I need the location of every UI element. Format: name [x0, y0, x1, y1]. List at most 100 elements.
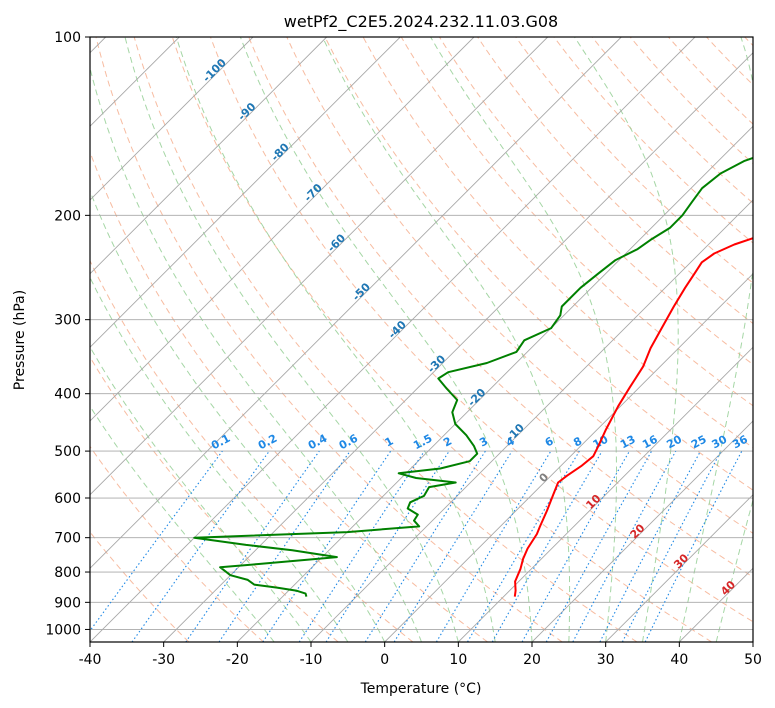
mixing-ratio-label: 1.5: [411, 432, 434, 453]
isotherm-line: [163, 52, 753, 642]
mixing-ratio-label: 0.1: [209, 432, 232, 453]
dry-adiabat: [706, 37, 753, 86]
isotherm-line: [90, 37, 475, 422]
x-tick-label: 30: [597, 652, 615, 668]
line-labels: 0.1 0.2 0.4 0.6 1 1.5 2 3 4 6 8 10 13 16 20 25 30 36-100-…: [200, 56, 750, 598]
dry-adiabat: [210, 37, 753, 623]
mixing-ratio-line: [545, 450, 653, 642]
moist-adiabat: [322, 37, 571, 642]
x-tick-label: -30: [152, 652, 175, 668]
isotherm-line: [90, 37, 401, 348]
dry-adiabat: [90, 259, 414, 642]
dry-adiabat: [400, 37, 753, 407]
mixing-ratio-label: 8: [571, 434, 584, 449]
mixing-ratio-line: [262, 450, 392, 642]
mixing-ratio-label: 3: [477, 434, 490, 449]
isotherm-line: [678, 567, 753, 642]
x-tick-label: 10: [449, 652, 467, 668]
mixing-ratio-label: 30: [710, 433, 730, 452]
isotherm-line: [90, 37, 622, 569]
dry-adiabat: [90, 150, 488, 642]
y-tick-label: 600: [54, 491, 81, 507]
mixing-ratio-line: [435, 450, 552, 642]
isotherm-label: -50: [350, 280, 373, 303]
chart-title: wetPf2_C2E5.2024.232.11.03.G08: [284, 12, 558, 32]
isotherm-line: [531, 420, 753, 642]
mixing-ratio-line: [491, 450, 603, 642]
x-tick-label: 20: [523, 652, 541, 668]
moist-adiabat: [90, 405, 275, 642]
isotherm-label: -20: [465, 386, 488, 409]
x-axis-title: Temperature (°C): [360, 681, 482, 697]
dry-adiabat: [133, 37, 638, 642]
mixing-ratio-label: 13: [618, 433, 638, 452]
isotherm-line: [310, 199, 753, 642]
moist-adiabat: [430, 37, 617, 642]
isotherm-line: [90, 37, 696, 642]
y-tick-label: 100: [54, 30, 81, 46]
isotherm-label: 10: [583, 492, 603, 512]
dry-adiabat: [95, 37, 563, 642]
mixing-ratio-line: [521, 450, 630, 642]
x-tick-label: -10: [300, 652, 323, 668]
dry-adiabat: [629, 37, 753, 165]
dry-adiabat: [171, 37, 712, 642]
mixing-ratio-line: [185, 450, 320, 642]
isotherm-label: -30: [425, 352, 448, 375]
x-tick-label: -20: [226, 652, 249, 668]
mixing-ratio-line: [298, 450, 425, 642]
x-tick-label: 0: [380, 652, 389, 668]
dry-adiabat: [477, 37, 753, 325]
mixing-ratio-line: [393, 450, 513, 642]
dry-adiabat: [515, 37, 753, 284]
mixing-ratio-label: 20: [664, 433, 684, 452]
isotherm-label: 40: [718, 578, 738, 598]
y-tick-label: 900: [54, 595, 81, 611]
y-tick-label: 800: [54, 565, 81, 581]
moist-adiabat: [90, 345, 312, 642]
mixing-ratio-line: [218, 450, 351, 642]
dry-adiabat: [90, 356, 339, 642]
moist-adiabat: [678, 37, 753, 642]
x-axis-ticks: -40 -30 -20 -10 0 10 20 30 40 50: [79, 642, 762, 668]
isotherm-line: [457, 346, 753, 642]
profile-lines: [193, 156, 753, 597]
isotherm-label: -80: [269, 140, 292, 163]
mixing-ratio-line: [131, 450, 270, 642]
isotherm-label: -90: [235, 100, 258, 123]
dry-adiabat: [90, 531, 190, 642]
isotherm-line: [605, 494, 753, 642]
background-lines: [90, 37, 753, 642]
mixing-ratio-line: [599, 450, 701, 642]
isotherm-line: [236, 125, 753, 642]
mixing-ratio-line: [90, 450, 223, 632]
isotherm-label: -100: [200, 56, 229, 85]
temperature-line: [513, 237, 753, 597]
isotherm-line: [384, 273, 753, 642]
isotherm-label: -60: [325, 231, 348, 254]
y-axis-ticks: 100 200 300 400 500 600 700 800 900 1000: [45, 30, 90, 638]
moist-adiabat: [239, 37, 533, 642]
mixing-ratio-line: [325, 450, 450, 642]
dry-adiabat: [744, 37, 753, 47]
dry-adiabat: [553, 37, 753, 244]
y-tick-label: 400: [54, 387, 81, 403]
isotherm-label: -70: [302, 181, 325, 204]
moist-adiabat: [175, 37, 496, 642]
mixing-ratio-label: 1: [383, 434, 396, 449]
moist-adiabat: [90, 65, 422, 642]
dry-adiabat: [90, 445, 264, 642]
y-tick-label: 200: [54, 208, 81, 224]
mixing-ratio-label: 0.4: [306, 432, 330, 453]
mixing-ratio-label: 36: [730, 433, 750, 452]
y-tick-label: 500: [54, 444, 81, 460]
isotherm-label: -40: [386, 318, 409, 341]
isotherm-line: [90, 37, 254, 201]
mixing-ratio-line: [572, 450, 677, 642]
x-tick-label: 40: [670, 652, 688, 668]
dewpoint-line: [193, 156, 753, 597]
isotherm-line: [752, 641, 753, 642]
y-tick-label: 700: [54, 531, 81, 547]
plot-frame: [89, 36, 754, 643]
